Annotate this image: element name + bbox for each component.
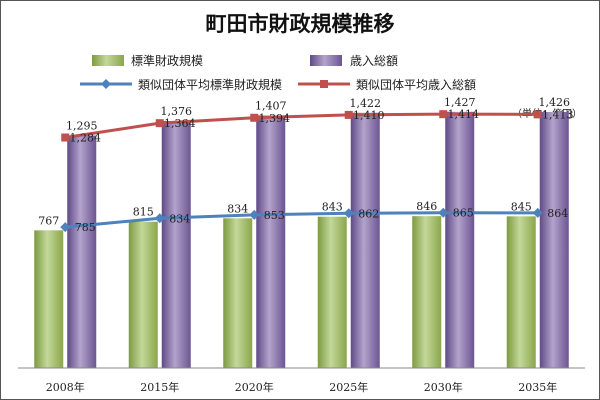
line-point-1-2 xyxy=(250,113,259,122)
line-point-0-4 xyxy=(438,207,449,218)
line-value-label-0-4: 865 xyxy=(453,207,474,220)
bar-value-label-0-5: 845 xyxy=(511,200,532,213)
line-point-0-3 xyxy=(343,208,354,219)
legend-swatch-bar-0 xyxy=(92,55,124,66)
line-value-label-0-5: 864 xyxy=(547,207,568,220)
line-point-1-0 xyxy=(61,133,70,142)
line-value-label-0-2: 853 xyxy=(264,209,285,222)
bar-0-3 xyxy=(317,216,347,368)
line-point-1-5 xyxy=(533,110,542,119)
bar-value-label-1-5: 1,426 xyxy=(539,96,571,109)
line-series-1 xyxy=(65,112,538,140)
bar-value-label-1-2: 1,407 xyxy=(255,99,287,112)
line-point-1-3 xyxy=(344,110,353,119)
bar-1-5 xyxy=(539,112,569,369)
legend-swatch-bar-1 xyxy=(310,55,342,66)
bar-1-0 xyxy=(67,135,97,368)
legend-marker-0 xyxy=(101,79,111,89)
line-value-label-0-0: 785 xyxy=(75,221,96,234)
legend: 標準財政規模 歳入総額 類似団体平均標準財政規模 類似団体平均歳入総額 xyxy=(80,53,476,92)
bar-value-label-1-0: 1,295 xyxy=(66,120,98,133)
legend-label-line-0: 類似団体平均標準財政規模 xyxy=(138,77,282,92)
bar-value-label-0-1: 815 xyxy=(133,206,154,219)
line-point-1-1 xyxy=(155,119,164,128)
legend-marker-1 xyxy=(320,80,328,88)
line-point-0-2 xyxy=(249,209,260,220)
bar-value-label-1-3: 1,422 xyxy=(350,97,382,110)
line-value-label-1-0: 1,284 xyxy=(70,132,102,145)
bar-value-label-0-0: 767 xyxy=(38,214,59,227)
plot-area: 2008年 2015年 2020年 2025年 2030年 2035年 767 815 834 8… xyxy=(18,96,585,394)
line-point-0-0 xyxy=(60,222,71,233)
line-value-label-1-3: 1,410 xyxy=(353,109,385,122)
x-tick-label: 2035年 xyxy=(518,380,557,394)
bar-1-2 xyxy=(256,115,286,368)
line-point-0-5 xyxy=(532,207,543,218)
bar-value-label-0-3: 843 xyxy=(322,201,343,214)
chart-title: 町田市財政規模推移 xyxy=(206,12,395,36)
x-tick-label: 2015年 xyxy=(140,380,179,394)
bar-value-label-0-2: 834 xyxy=(227,202,248,215)
bar-0-0 xyxy=(34,230,64,368)
bar-value-label-1-1: 1,376 xyxy=(161,105,193,118)
line-value-label-1-4: 1,414 xyxy=(448,108,480,121)
x-tick-label: 2020年 xyxy=(235,380,274,394)
bar-1-3 xyxy=(350,112,380,368)
bar-0-4 xyxy=(412,216,442,368)
x-tick-label: 2030年 xyxy=(424,380,463,394)
line-series-0 xyxy=(65,211,538,229)
bar-1-4 xyxy=(445,111,475,368)
bar-0-1 xyxy=(128,221,158,368)
bar-value-label-1-4: 1,427 xyxy=(444,96,476,109)
line-value-label-1-1: 1,364 xyxy=(164,117,196,130)
line-value-label-0-3: 862 xyxy=(358,207,379,220)
legend-label-bar-0: 標準財政規模 xyxy=(131,53,203,68)
bar-0-2 xyxy=(223,218,253,368)
x-tick-label: 2025年 xyxy=(329,380,368,394)
line-value-label-1-2: 1,394 xyxy=(259,112,291,125)
legend-label-bar-1: 歳入総額 xyxy=(350,54,398,68)
bar-0-5 xyxy=(506,216,536,368)
bar-1-1 xyxy=(161,121,191,369)
legend-label-line-1: 類似団体平均歳入総額 xyxy=(356,78,476,92)
line-value-label-0-1: 834 xyxy=(169,212,190,225)
x-tick-label: 2008年 xyxy=(46,380,85,394)
line-point-0-1 xyxy=(154,213,165,224)
bar-value-label-0-4: 846 xyxy=(416,200,437,213)
line-point-1-4 xyxy=(439,110,448,119)
line-value-label-1-5: 1,413 xyxy=(542,108,574,121)
